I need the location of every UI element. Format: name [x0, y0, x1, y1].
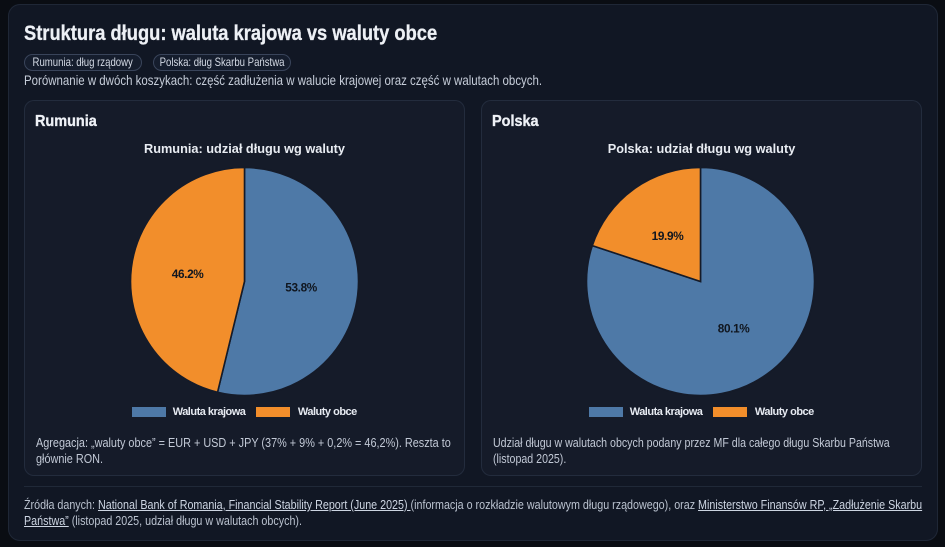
svg-text:53.8%: 53.8%	[285, 281, 318, 295]
svg-text:46.2%: 46.2%	[172, 267, 205, 281]
svg-text:80.1%: 80.1%	[718, 321, 751, 335]
svg-text:19.9%: 19.9%	[652, 229, 685, 243]
